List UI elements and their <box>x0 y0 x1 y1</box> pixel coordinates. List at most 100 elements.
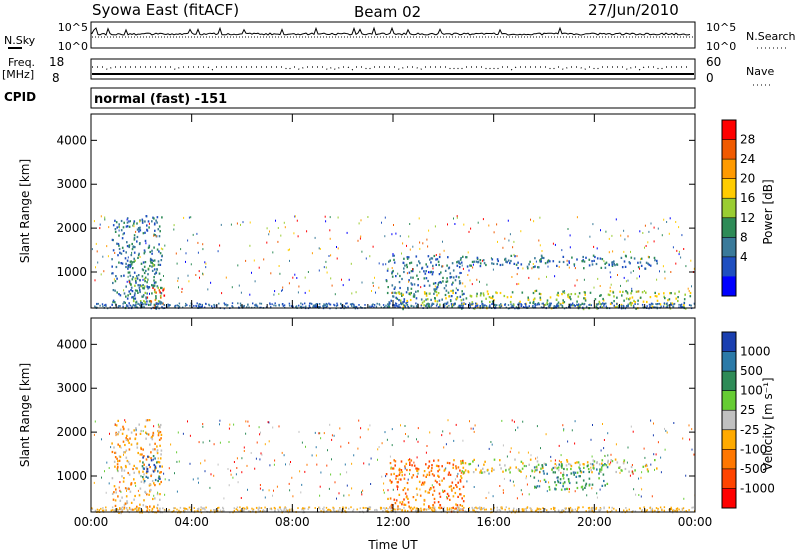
echo-pixel <box>579 467 581 470</box>
echo-pixel <box>435 288 438 291</box>
echo-pixel <box>592 507 594 509</box>
echo-pixel <box>515 510 517 513</box>
echo-pixel <box>156 285 159 288</box>
echo-pixel <box>633 257 636 260</box>
echo-pixel <box>662 265 664 268</box>
echo-pixel <box>459 493 462 496</box>
echo-pixel <box>607 293 610 296</box>
echo-pixel <box>139 300 142 303</box>
echo-pixel <box>520 470 522 473</box>
echo-pixel <box>270 507 272 510</box>
echo-pixel <box>603 303 606 305</box>
echo-pixel <box>245 420 247 423</box>
echo-pixel <box>248 510 250 513</box>
echo-pixel <box>202 425 204 428</box>
echo-pixel <box>468 230 470 233</box>
echo-pixel <box>230 473 232 476</box>
echo-pixel <box>263 510 265 513</box>
echo-pixel <box>130 264 132 267</box>
echo-pixel <box>140 262 143 265</box>
echo-pixel <box>152 434 154 437</box>
echo-pixel <box>145 466 148 469</box>
echo-pixel <box>406 481 409 485</box>
echo-pixel <box>604 484 606 487</box>
echo-pixel <box>482 508 484 510</box>
echo-pixel <box>319 248 321 250</box>
echo-pixel <box>246 506 248 509</box>
echo-pixel <box>155 291 157 294</box>
echo-pixel <box>560 454 562 457</box>
echo-pixel <box>427 302 429 305</box>
echo-pixel <box>446 507 449 509</box>
echo-pixel <box>531 306 534 308</box>
echo-pixel <box>627 279 629 282</box>
echo-pixel <box>146 432 148 435</box>
echo-pixel <box>101 476 102 479</box>
echo-pixel <box>357 239 359 242</box>
echo-pixel <box>397 291 400 294</box>
echo-pixel <box>583 278 585 281</box>
echo-pixel <box>126 438 129 441</box>
echo-pixel <box>320 471 322 474</box>
echo-pixel <box>409 469 411 472</box>
echo-pixel <box>361 493 363 496</box>
echo-pixel <box>452 463 455 466</box>
echo-pixel <box>404 492 407 495</box>
echo-pixel <box>452 291 454 295</box>
echo-pixel <box>641 509 643 511</box>
echo-pixel <box>637 290 640 293</box>
echo-pixel <box>427 508 430 510</box>
echo-pixel <box>428 471 431 474</box>
echo-pixel <box>425 475 427 478</box>
colorbar-segment <box>722 237 736 258</box>
echo-pixel <box>402 293 404 296</box>
echo-pixel <box>510 303 512 306</box>
echo-pixel <box>396 481 399 484</box>
echo-pixel <box>571 429 573 432</box>
echo-pixel <box>316 463 318 466</box>
echo-pixel <box>291 476 293 479</box>
echo-pixel <box>465 297 468 300</box>
echo-pixel <box>143 455 145 458</box>
echo-pixel <box>423 508 425 511</box>
echo-pixel <box>154 478 157 482</box>
echo-pixel <box>485 263 487 267</box>
echo-pixel <box>93 481 95 484</box>
echo-pixel <box>144 239 147 242</box>
echo-pixel <box>437 292 440 295</box>
echo-pixel <box>476 278 478 281</box>
echo-pixel <box>416 264 418 267</box>
echo-pixel <box>370 483 372 485</box>
echo-pixel <box>664 427 665 430</box>
echo-pixel <box>540 467 542 470</box>
echo-pixel <box>342 284 344 287</box>
echo-pixel <box>670 302 672 305</box>
echo-pixel <box>162 507 164 510</box>
echo-pixel <box>114 289 116 292</box>
echo-pixel <box>323 432 325 435</box>
echo-pixel <box>450 300 452 303</box>
echo-pixel <box>139 229 142 232</box>
echo-pixel <box>644 456 646 459</box>
echo-pixel <box>634 303 636 305</box>
echo-pixel <box>210 509 212 512</box>
echo-pixel <box>297 507 299 509</box>
echo-pixel <box>280 509 283 512</box>
echo-pixel <box>515 263 518 266</box>
echo-pixel <box>134 297 137 300</box>
echo-pixel <box>628 261 631 264</box>
echo-pixel <box>419 494 422 497</box>
echo-pixel <box>481 300 483 303</box>
echo-pixel <box>142 476 144 479</box>
echo-pixel <box>561 305 564 308</box>
echo-pixel <box>482 259 485 262</box>
echo-pixel <box>600 470 602 473</box>
echo-pixel <box>542 256 545 260</box>
echo-pixel <box>656 299 659 302</box>
echo-pixel <box>115 488 117 491</box>
echo-pixel <box>266 241 268 244</box>
echo-pixel <box>677 296 679 299</box>
echo-pixel <box>124 451 126 454</box>
echo-pixel <box>640 258 641 261</box>
echo-pixel <box>398 281 401 284</box>
